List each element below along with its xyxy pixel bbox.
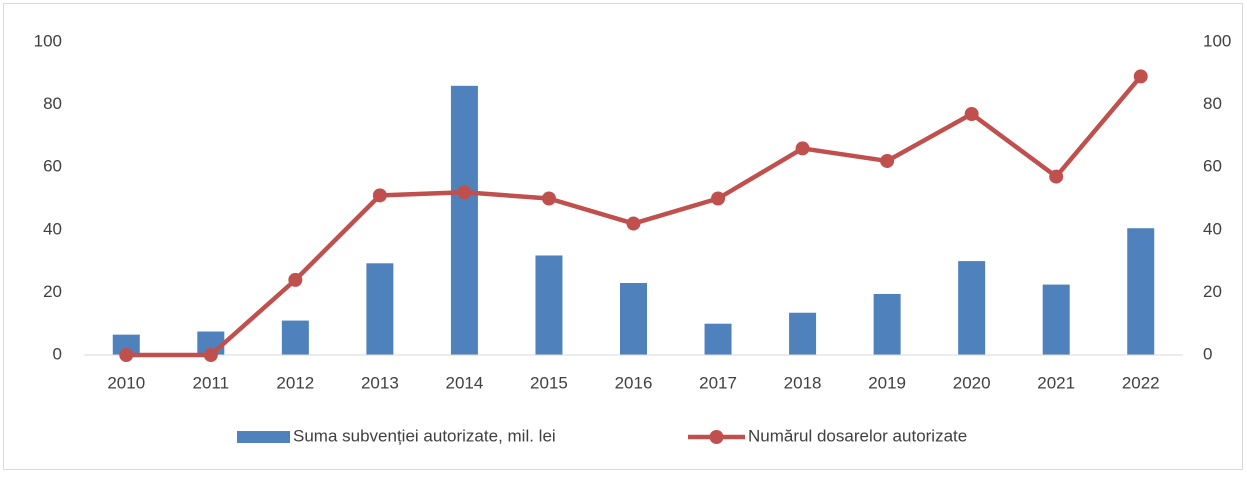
y2-tick-label: 80 <box>1203 94 1222 113</box>
x-tick-label: 2010 <box>107 373 145 392</box>
marker <box>203 348 218 362</box>
legend-marker <box>709 430 724 444</box>
x-tick-label: 2012 <box>276 373 314 392</box>
marker <box>880 153 895 168</box>
legend-label: Suma subvenției autorizate, mil. lei <box>293 426 556 445</box>
bar <box>1127 228 1155 355</box>
y2-tick-label: 0 <box>1203 344 1212 363</box>
y2-tick-label: 100 <box>1203 31 1231 50</box>
bar <box>535 255 563 355</box>
marker <box>795 141 810 156</box>
x-tick-label: 2018 <box>784 373 822 392</box>
bar <box>789 312 817 355</box>
x-tick-label: 2021 <box>1037 373 1075 392</box>
x-tick-label: 2022 <box>1122 373 1160 392</box>
bar <box>281 320 309 355</box>
y-tick-label: 100 <box>34 31 62 50</box>
x-tick-label: 2015 <box>530 373 568 392</box>
x-tick-label: 2017 <box>699 373 737 392</box>
y-tick-label: 80 <box>43 94 62 113</box>
bar <box>1042 284 1070 355</box>
y-tick-label: 40 <box>43 219 62 238</box>
marker <box>964 106 979 121</box>
bar <box>958 261 986 355</box>
marker <box>1049 169 1064 184</box>
x-tick-label: 2014 <box>446 373 484 392</box>
bar <box>620 283 647 355</box>
x-tick-label: 2020 <box>953 373 991 392</box>
marker <box>711 191 726 206</box>
legend-label: Numărul dosarelor autorizate <box>748 426 967 445</box>
marker <box>1133 69 1148 84</box>
marker <box>288 272 303 287</box>
y-tick-label: 0 <box>53 344 62 363</box>
bar <box>366 263 394 355</box>
bar <box>873 293 901 355</box>
x-tick-label: 2019 <box>868 373 906 392</box>
marker <box>372 188 387 203</box>
y2-tick-label: 40 <box>1203 219 1222 238</box>
bar <box>112 334 140 355</box>
y2-tick-label: 20 <box>1203 282 1222 301</box>
x-tick-label: 2016 <box>615 373 653 392</box>
legend-swatch <box>237 431 290 443</box>
x-tick-label: 2011 <box>193 373 230 392</box>
y2-tick-label: 60 <box>1203 157 1222 176</box>
y-tick-label: 60 <box>43 157 62 176</box>
x-tick-label: 2013 <box>361 373 399 392</box>
marker <box>119 348 134 362</box>
bar <box>704 323 732 355</box>
chart-border <box>3 3 1243 470</box>
marker <box>457 185 472 200</box>
y-tick-label: 20 <box>43 282 62 301</box>
marker <box>541 191 556 206</box>
marker <box>626 216 641 231</box>
bar <box>450 85 478 355</box>
